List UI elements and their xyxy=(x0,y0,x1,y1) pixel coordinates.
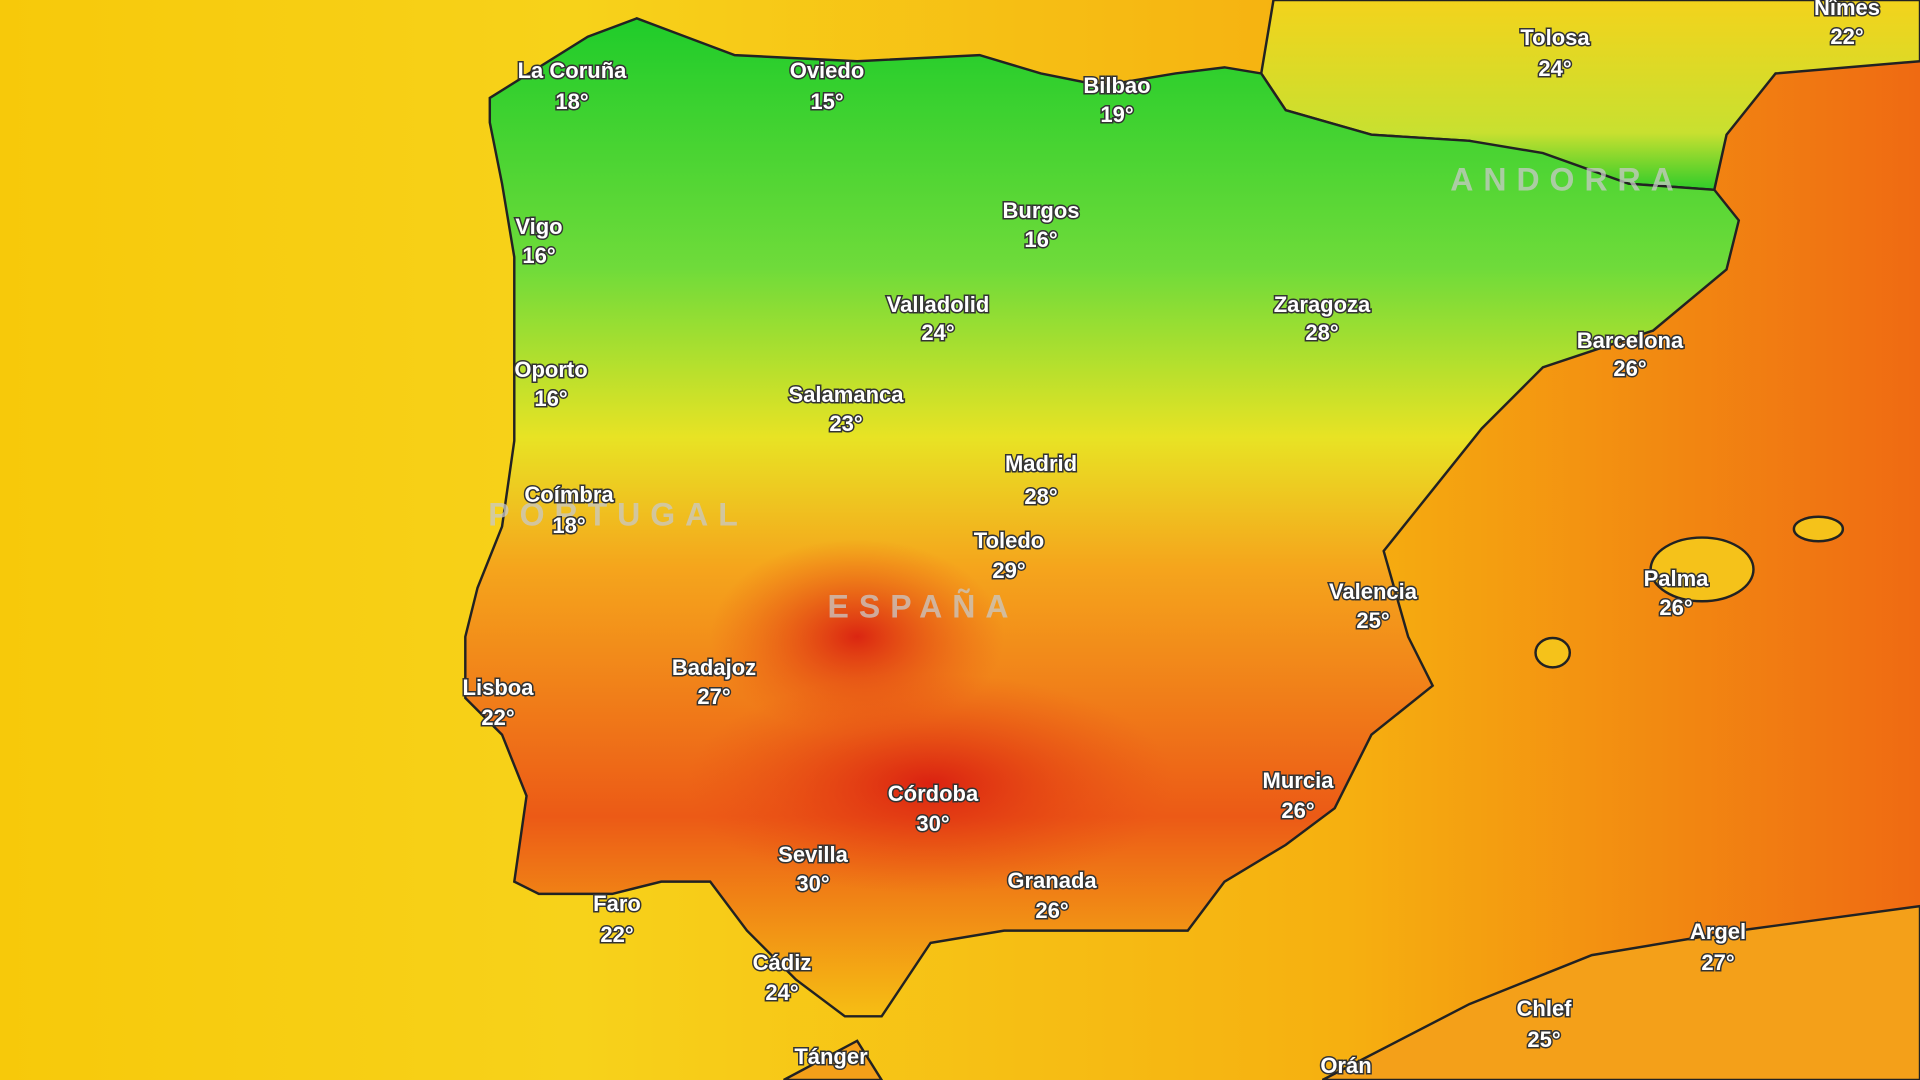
city-name: Bilbao xyxy=(1083,73,1150,98)
city-temp: 27° xyxy=(697,684,730,709)
city-temp: 30° xyxy=(796,871,829,896)
city-temp: 29° xyxy=(992,558,1025,583)
city-name: Argel xyxy=(1690,919,1746,944)
city-name: Palma xyxy=(1644,566,1710,591)
city-temp: 19° xyxy=(1100,102,1133,127)
city-name: Valencia xyxy=(1329,579,1418,604)
city-name: Córdoba xyxy=(888,781,979,806)
city-temp: 28° xyxy=(1024,484,1057,509)
city-temp: 22° xyxy=(600,922,633,947)
city-temp: 22° xyxy=(1830,24,1863,49)
city-name: Sevilla xyxy=(778,842,848,867)
region-label: PORTUGAL xyxy=(488,496,748,532)
city-temp: 26° xyxy=(1035,898,1068,923)
africa-tangier xyxy=(783,1039,884,1080)
city-temp: 16° xyxy=(522,243,555,268)
city-name: Salamanca xyxy=(789,382,905,407)
africa xyxy=(1321,904,1920,1080)
city-name: Vigo xyxy=(515,214,562,239)
city-temp: 18° xyxy=(555,89,588,114)
city-name: Madrid xyxy=(1005,451,1077,476)
city-temp: 16° xyxy=(534,386,567,411)
city-name: Tánger xyxy=(794,1044,868,1069)
city-name: Orán xyxy=(1320,1053,1371,1078)
menorca xyxy=(1792,515,1845,543)
city-name: Coímbra xyxy=(524,482,614,507)
city-name: Burgos xyxy=(1003,198,1080,223)
city-temp: 25° xyxy=(1356,608,1389,633)
city-name: Tolosa xyxy=(1520,25,1590,50)
ibiza xyxy=(1534,636,1572,669)
city-temp: 27° xyxy=(1701,950,1734,975)
city-temp: 24° xyxy=(1538,56,1571,81)
city-temp: 15° xyxy=(810,89,843,114)
city-temp: 18° xyxy=(552,513,585,538)
city-temp: 26° xyxy=(1659,595,1692,620)
city-name: Faro xyxy=(593,891,641,916)
city-name: Murcia xyxy=(1263,768,1335,793)
city-temp: 24° xyxy=(765,980,798,1005)
city-temp: 24° xyxy=(921,320,954,345)
city-name: Chlef xyxy=(1517,996,1573,1021)
landmasses xyxy=(464,0,1920,1080)
city-name: Oviedo xyxy=(790,58,865,83)
city-name: La Coruña xyxy=(518,58,628,83)
city-name: Lisboa xyxy=(463,675,535,700)
city-temp: 16° xyxy=(1024,227,1057,252)
labels: PORTUGAL ESPAÑA ANDORRA La Coruña 18° Oviedo 1… xyxy=(461,0,1881,1079)
city-temp: 25° xyxy=(1527,1027,1560,1052)
city-name: Barcelona xyxy=(1577,328,1684,353)
city-name: Granada xyxy=(1007,868,1097,893)
region-label: ANDORRA xyxy=(1450,161,1684,197)
city-name: Cádiz xyxy=(753,950,812,975)
city-temp: 23° xyxy=(829,411,862,436)
mallorca xyxy=(1649,536,1755,603)
city-name: Badajoz xyxy=(672,655,756,680)
city-name: Oporto xyxy=(514,357,587,382)
city-temp: 28° xyxy=(1305,320,1338,345)
heat-zone xyxy=(710,538,1005,735)
city-name: Toledo xyxy=(974,528,1044,553)
city-name: Valladolid xyxy=(887,292,990,317)
city-name: Nîmes xyxy=(1814,0,1880,20)
region-label: ESPAÑA xyxy=(828,588,1019,624)
city-temp: 30° xyxy=(916,811,949,836)
city-temp: 22° xyxy=(481,705,514,730)
city-temp: 26° xyxy=(1281,798,1314,823)
city-temp: 26° xyxy=(1613,356,1646,381)
city-name: Zaragoza xyxy=(1274,292,1371,317)
